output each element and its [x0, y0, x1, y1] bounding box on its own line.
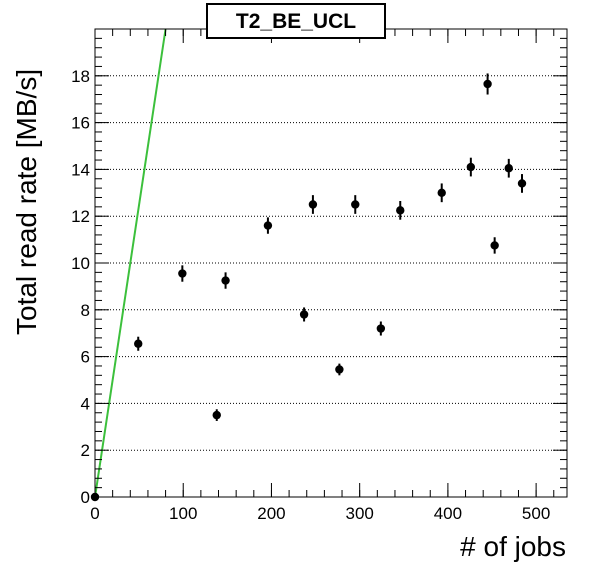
data-point	[376, 324, 386, 333]
axis-ticks: 0 2 4 6 8 10 12 14 16 18 0 100 200 300 400 500	[71, 28, 567, 523]
data-point	[299, 310, 309, 319]
y-tick-label: 2	[81, 441, 90, 460]
y-tick-label: 12	[71, 207, 90, 226]
data-point	[212, 410, 221, 420]
data-point	[490, 241, 499, 250]
title-box	[206, 3, 386, 39]
x-tick-label: 300	[345, 504, 373, 523]
x-tick-label: 0	[90, 504, 99, 523]
y-tick-label: 16	[71, 114, 90, 133]
chart-title: T2_BE_UCL	[236, 10, 356, 33]
data-point	[178, 269, 187, 278]
y-tick-label: 14	[71, 160, 90, 179]
data-point	[221, 276, 230, 285]
x-tick-label: 200	[257, 504, 285, 523]
data-point	[335, 365, 344, 374]
y-tick-label: 18	[71, 67, 90, 86]
x-tick-label: 100	[169, 504, 197, 523]
data-point	[483, 79, 492, 89]
data-point	[504, 164, 513, 173]
data-point	[396, 206, 405, 215]
data-point	[437, 188, 446, 197]
y-tick-label: 10	[71, 254, 90, 273]
data-point	[134, 339, 143, 348]
fit-line-group	[94, 28, 167, 498]
y-tick-label: 8	[81, 301, 90, 320]
x-tick-label: 500	[522, 504, 550, 523]
x-tick-label: 400	[434, 504, 462, 523]
data-point	[466, 162, 476, 172]
data-point	[263, 221, 273, 230]
y-tick-label: 0	[81, 488, 90, 507]
y-tick-label: 6	[81, 348, 90, 367]
data-point	[517, 179, 527, 188]
y-tick-label: 4	[81, 394, 90, 413]
data-point	[308, 200, 318, 209]
y-axis-title: Total read rate [MB/s]	[11, 69, 42, 335]
fit-line	[94, 28, 167, 498]
x-axis-title: # of jobs	[460, 531, 566, 562]
data-point	[351, 200, 360, 209]
